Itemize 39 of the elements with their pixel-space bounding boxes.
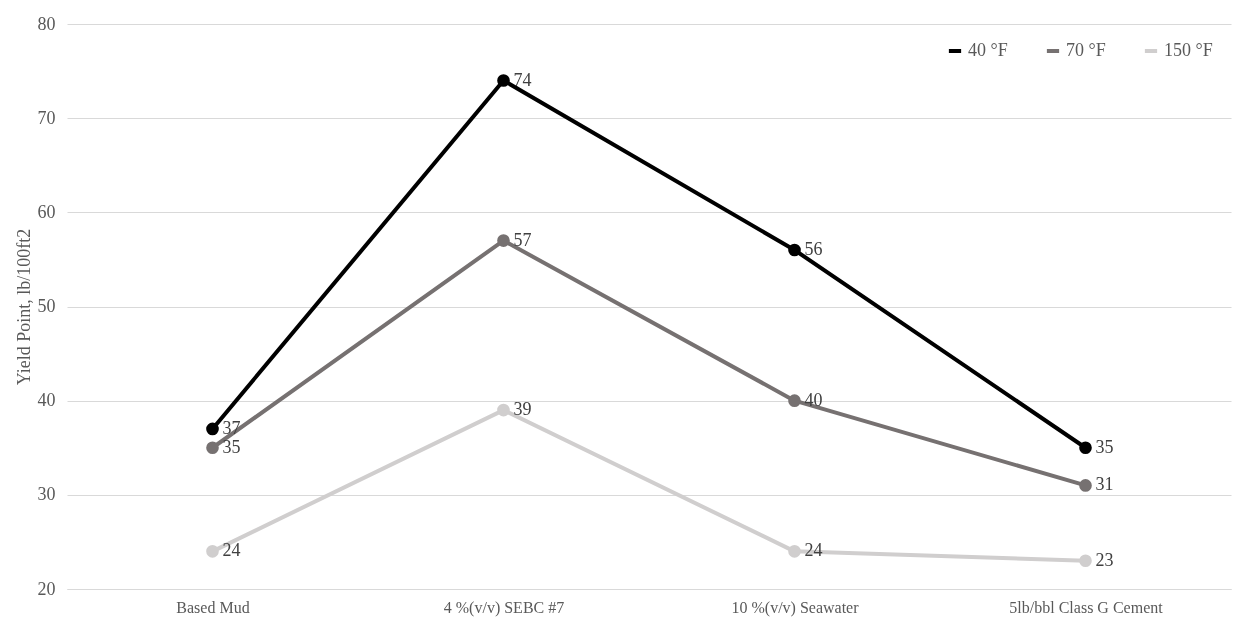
x-tick-label: 10 %(v/v) Seawater (731, 598, 860, 617)
y-tick-label: 40 (37, 390, 56, 411)
legend-label: 70 °F (1066, 40, 1106, 60)
point (206, 441, 219, 455)
point (1079, 554, 1092, 568)
y-tick-label: 70 (37, 107, 56, 128)
legend-label: 40 °F (968, 40, 1008, 60)
point (1079, 441, 1092, 455)
point (497, 74, 510, 87)
x-tick-label: 4 %(v/v) SEBC #7 (443, 598, 565, 617)
y-tick-label: 60 (37, 201, 56, 222)
data-label: 57 (513, 229, 532, 250)
point (788, 545, 801, 558)
point (788, 394, 801, 407)
y-tick-label: 80 (37, 13, 56, 34)
y-tick-label: 20 (37, 578, 56, 599)
data-label: 24 (804, 540, 823, 561)
data-label: 40 (804, 389, 823, 410)
point (788, 243, 801, 257)
y-axis-title: Yield Point, lb/100ft2 (13, 228, 34, 386)
data-label: 56 (804, 239, 823, 259)
data-label: 37 (222, 417, 241, 438)
data-label: 35 (222, 436, 241, 457)
data-label: 24 (222, 540, 241, 561)
data-label: 35 (1095, 436, 1114, 457)
data-label: 39 (513, 399, 532, 420)
legend-label: 150 °F (1164, 40, 1213, 60)
x-tick-label: Based Mud (176, 598, 250, 616)
point (206, 422, 219, 436)
x-tick-label: 5lb/bbl Class G Cement (1009, 598, 1164, 616)
y-tick-label: 50 (37, 296, 56, 316)
point (497, 234, 510, 247)
point (206, 545, 219, 558)
data-label: 74 (513, 69, 532, 90)
data-label: 31 (1095, 474, 1114, 495)
y-tick-label: 30 (37, 484, 56, 505)
point (1079, 479, 1092, 492)
point (497, 403, 510, 417)
data-label: 23 (1095, 549, 1114, 570)
